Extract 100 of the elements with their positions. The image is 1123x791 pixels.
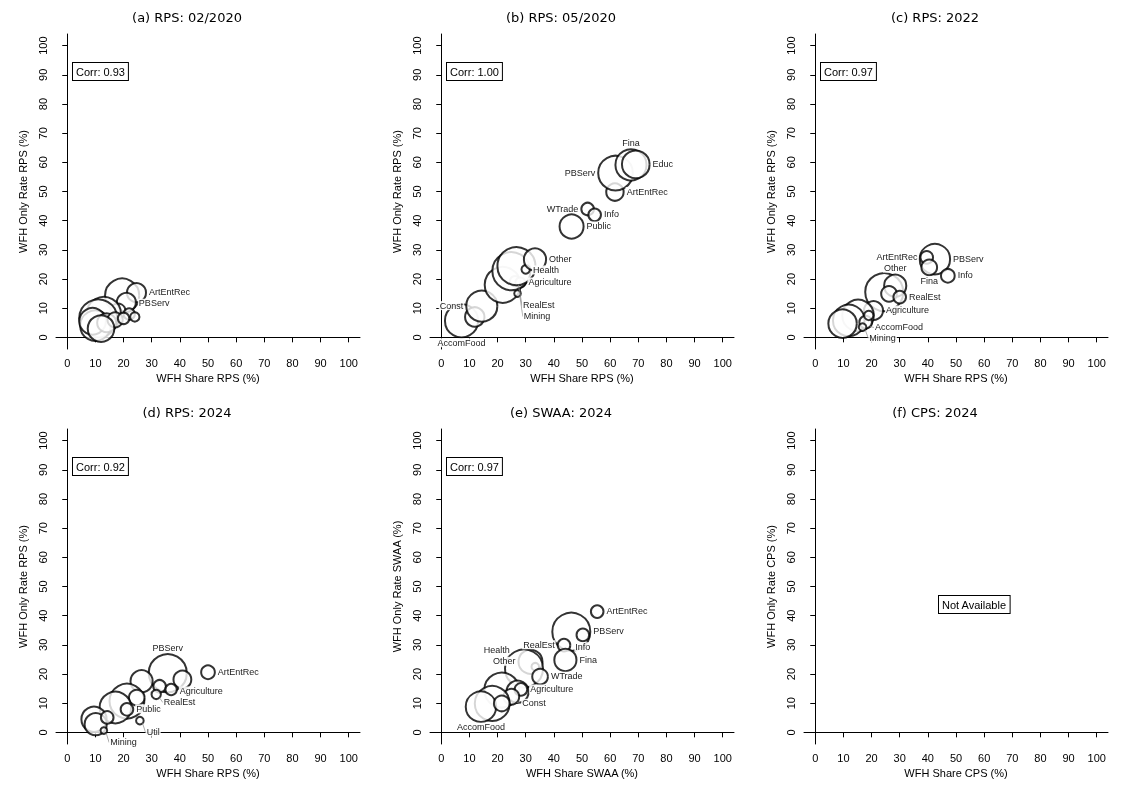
annotation: Agriculture (886, 305, 930, 315)
x-axis-title: WFH Share RPS (%) (156, 767, 260, 780)
x-axis-title: WFH Share RPS (%) (530, 372, 634, 385)
x-tick-label: 90 (688, 751, 701, 764)
chart-title: (e) SWAA: 2024 (509, 405, 613, 420)
x-tick-label: 80 (1034, 751, 1047, 764)
x-tick-label: 100 (713, 356, 732, 369)
y-tick-label: 30 (36, 243, 49, 256)
annotation: Info (957, 270, 973, 281)
x-tick-label: 10 (837, 751, 850, 764)
annotation: Agriculture (528, 277, 572, 287)
x-tick-label: 0 (438, 356, 445, 369)
y-tick-label: 100 (784, 431, 797, 450)
x-tick-label: 0 (64, 356, 71, 369)
annotation: Corr: 0.93 (76, 65, 125, 78)
y-tick-label: 60 (410, 551, 423, 564)
annotation: Mining (110, 737, 137, 748)
y-tick-label: 0 (36, 729, 49, 736)
annotation: Corr: 0.97 (450, 460, 499, 473)
y-tick-label: 100 (410, 36, 423, 55)
annotation: PBServ (564, 167, 596, 178)
x-tick-label: 100 (1087, 751, 1106, 764)
y-tick-label: 40 (410, 609, 423, 622)
y-tick-label: 50 (410, 580, 423, 593)
annotation: WTrade (550, 671, 583, 682)
x-tick-label: 10 (89, 751, 102, 764)
y-axis-title: WFH Only Rate CPS (%) (764, 525, 777, 648)
annotation: Public (586, 221, 612, 231)
x-tick-label: 20 (491, 751, 504, 764)
y-axis-title: WFH Only Rate SWAA (%) (390, 520, 403, 653)
y-tick-label: 10 (36, 302, 49, 315)
x-tick-label: 50 (575, 356, 589, 369)
annotation: PBServ (953, 253, 985, 264)
x-tick-label: 70 (1006, 751, 1019, 764)
annotation: Health (483, 644, 510, 655)
y-tick-label: 30 (784, 243, 797, 256)
y-tick-label: 50 (410, 185, 423, 198)
x-tick-label: 30 (519, 751, 532, 764)
annotation: Corr: 0.97 (824, 65, 873, 78)
y-tick-label: 60 (410, 156, 423, 169)
annotation: Not Available (942, 598, 1007, 611)
annotation: Const (522, 698, 547, 709)
y-tick-label: 70 (36, 522, 49, 535)
x-axis-title: WFH Share RPS (%) (156, 372, 260, 385)
x-axis-title: WFH Share SWAA (%) (525, 767, 639, 780)
x-tick-label: 100 (339, 751, 358, 764)
x-tick-label: 80 (660, 751, 673, 764)
x-tick-label: 30 (145, 356, 158, 369)
y-tick-label: 0 (36, 334, 49, 341)
x-tick-label: 40 (921, 356, 934, 369)
x-tick-label: 10 (463, 751, 476, 764)
x-tick-label: 20 (117, 751, 130, 764)
y-tick-label: 10 (36, 697, 49, 710)
y-tick-label: 0 (784, 334, 797, 341)
annotation: Health (532, 264, 559, 275)
x-tick-label: 10 (89, 356, 102, 369)
y-tick-label: 50 (784, 185, 797, 198)
annotation: ArtEntRec (606, 606, 649, 617)
y-tick-label: 50 (36, 580, 49, 593)
y-tick-label: 40 (36, 609, 49, 622)
annotation: RealEst (163, 697, 196, 708)
y-tick-label: 70 (36, 127, 49, 140)
y-tick-label: 30 (784, 638, 797, 651)
annotation: Corr: 1.00 (450, 65, 499, 78)
annotation: Info (603, 209, 619, 220)
y-tick-label: 90 (784, 68, 797, 81)
x-tick-label: 40 (921, 751, 934, 764)
x-tick-label: 20 (865, 751, 878, 764)
annotation: PBServ (138, 298, 170, 309)
y-tick-label: 80 (36, 97, 49, 111)
annotation: Agriculture (530, 683, 574, 694)
x-tick-label: 90 (688, 356, 701, 369)
x-tick-label: 10 (463, 356, 476, 369)
y-tick-label: 20 (784, 667, 797, 681)
x-tick-label: 0 (438, 751, 445, 764)
annotation: ArtEntRec (217, 666, 260, 677)
y-tick-label: 30 (36, 638, 49, 651)
y-tick-label: 90 (410, 463, 423, 476)
annotation: AccomFood (456, 722, 505, 733)
x-axis-title: WFH Share RPS (%) (904, 372, 1008, 385)
x-tick-label: 80 (286, 751, 299, 764)
y-tick-label: 90 (784, 463, 797, 476)
y-tick-label: 20 (410, 667, 423, 681)
annotation: PBServ (593, 626, 625, 637)
annotation: Fina (622, 137, 640, 148)
y-tick-label: 60 (784, 156, 797, 169)
y-tick-label: 70 (784, 522, 797, 535)
y-tick-label: 30 (410, 638, 423, 651)
y-tick-label: 80 (784, 97, 797, 111)
x-tick-label: 50 (201, 751, 215, 764)
annotation: Other (492, 656, 516, 667)
annotation: Const (439, 300, 464, 311)
y-tick-label: 90 (36, 68, 49, 81)
annotation: ArtEntRec (626, 186, 669, 197)
y-axis-title: WFH Only Rate RPS (%) (16, 525, 29, 648)
y-tick-label: 90 (36, 463, 49, 476)
annotation: Educ (652, 158, 674, 169)
x-tick-label: 90 (1062, 356, 1075, 369)
y-tick-label: 10 (410, 697, 423, 710)
x-tick-label: 60 (230, 751, 243, 764)
